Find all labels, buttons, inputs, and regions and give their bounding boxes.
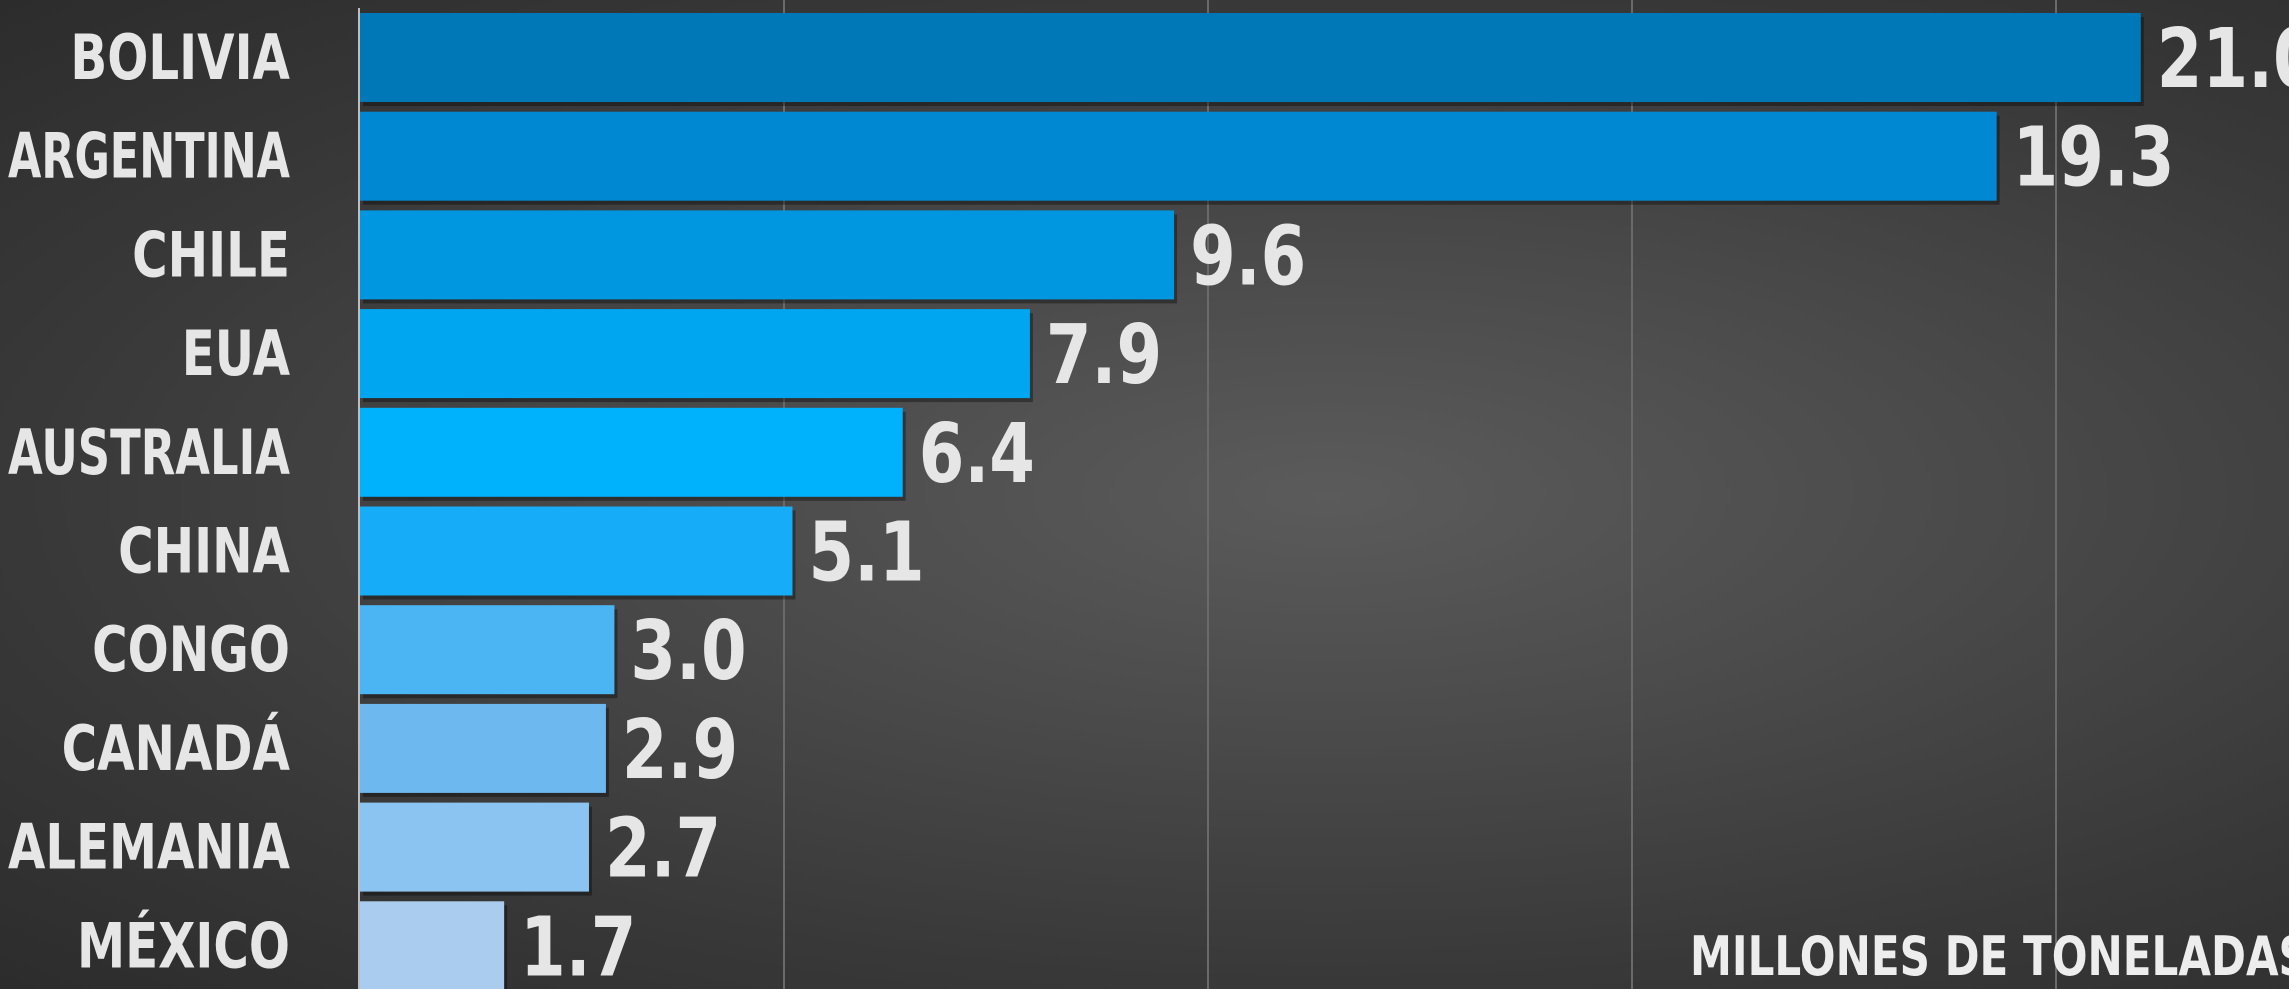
- category-label: ARGENTINA: [8, 120, 290, 193]
- bar-eua: [360, 309, 1030, 399]
- unit-label: MILLONES DE TONELADAS MÉTRICAS: [1690, 925, 2289, 988]
- value-label: 9.6: [1190, 209, 1306, 304]
- category-label: BOLIVIA: [70, 21, 290, 94]
- bars: [360, 13, 2144, 989]
- value-label: 7.9: [1046, 308, 1162, 403]
- value-labels: 21.019.3 9.6 7.96.45.1 3.02.92.71.7: [520, 12, 2289, 989]
- bar-argentina: [360, 111, 1997, 201]
- bar-congo: [360, 605, 615, 695]
- category-label: MÉXICO: [77, 909, 290, 982]
- value-label: 19.3: [2013, 111, 2175, 206]
- category-label: CANADÁ: [62, 712, 290, 785]
- bar-chile: [360, 210, 1175, 300]
- bar-canadá: [360, 703, 606, 793]
- category-label: CHINA: [118, 515, 290, 588]
- value-label: 2.9: [622, 703, 738, 798]
- value-label: 1.7: [520, 900, 636, 989]
- value-label: 2.7: [605, 802, 721, 897]
- value-label: 3.0: [630, 604, 746, 699]
- bar-china: [360, 506, 793, 596]
- value-label: 6.4: [919, 407, 1035, 502]
- bar-bolivia: [360, 13, 2141, 102]
- category-label: CONGO: [92, 613, 290, 686]
- value-label: 5.1: [808, 506, 924, 601]
- bar-méxico: [360, 901, 505, 989]
- category-label: ALEMANIA: [8, 811, 290, 884]
- category-label: CHILE: [132, 218, 290, 291]
- value-label: 21.0: [2157, 12, 2289, 107]
- category-label: AUSTRALIA: [8, 416, 290, 489]
- category-labels: BOLIVIA ARGENTINA CHILE EUA AUSTRALIA CHINA CO…: [8, 21, 290, 982]
- category-label: EUA: [182, 317, 290, 390]
- bar-australia: [360, 407, 903, 497]
- bar-alemania: [360, 802, 589, 892]
